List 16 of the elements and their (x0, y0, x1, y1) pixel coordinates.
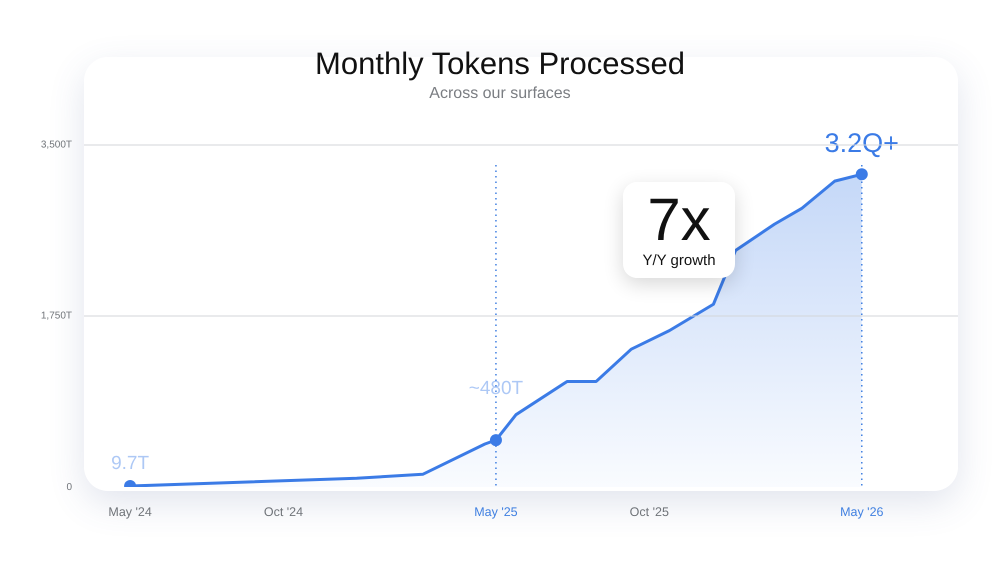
x-tick-label: May '25 (474, 504, 518, 519)
x-tick-label: Oct '25 (630, 504, 669, 519)
text: Across our surfaces (428, 84, 572, 104)
y-tick-label: 0 (66, 482, 72, 493)
annotation: ~480T (468, 378, 524, 399)
annotation: 9.7T (111, 453, 150, 474)
y-tick-label: 1,750T (40, 310, 72, 322)
annotation: Y/Y growth (642, 252, 716, 270)
x-tick-label: May '26 (840, 504, 884, 519)
callout-card: 7x Y/Y growth (623, 182, 735, 278)
annotation: 3.2Q+ (824, 128, 899, 158)
x-tick-label: Oct '24 (264, 504, 304, 519)
chart-title: Monthly Tokens Processed (314, 45, 686, 83)
y-tick-label: 3,500T (40, 140, 72, 151)
x-tick-label: May '24 (108, 504, 152, 519)
annotation: 7x (647, 186, 711, 253)
